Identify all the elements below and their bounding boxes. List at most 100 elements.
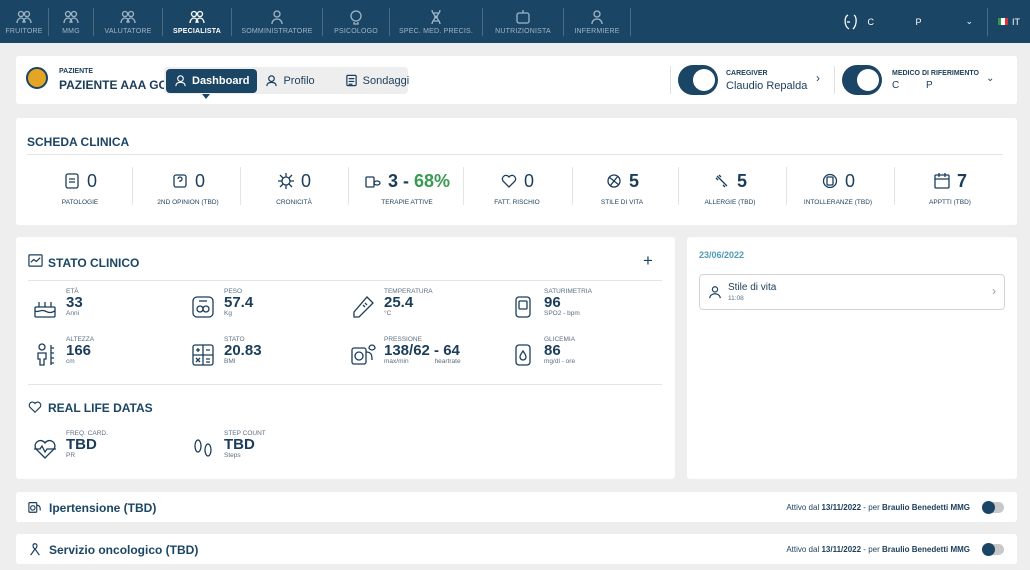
nav-divider [231,7,232,36]
virus-icon [277,173,294,189]
stat-intolleranze[interactable]: 0 INTOLLERANZE (TBD) [788,169,888,207]
metric-value: 25.4 [384,294,414,311]
real-life-title: REAL LIFE DATAS [48,401,153,415]
active-tab-caret-icon [202,93,210,99]
user-face-icon[interactable] [841,12,861,32]
stat-terapie-attive[interactable]: 3 - 68% TERAPIE ATTIVE [355,169,459,206]
metric-unit: max/min [384,358,409,365]
service-toggle[interactable] [982,501,1004,514]
service-name: Ipertensione (TBD) [49,501,157,515]
language-label[interactable]: IT [1012,16,1020,27]
stat-label: TERAPIE ATTIVE [381,199,433,206]
nav-item-fruitore[interactable]: FRUITORE [0,0,48,43]
patient-bar: PAZIENTE PAZIENTE AAA GOLD Dashboard Pro… [16,56,1017,104]
metric-label: ALTEZZA [66,336,95,343]
user-first-name[interactable]: C [867,16,874,27]
tab-dashboard[interactable]: Dashboard [166,68,258,99]
stat-cronicita[interactable]: 0 CRONICITÀ [244,169,344,207]
user-area: C P ⌄ IT [841,0,1030,43]
italy-flag-icon[interactable] [998,18,1008,25]
thermometer-icon [353,296,374,318]
service-toggle[interactable] [982,543,1004,556]
medico-label: MEDICO DI RIFERIMENTO [892,70,979,77]
stato-title: STATO CLINICO [48,256,140,270]
caregiver-name[interactable]: Claudio Repalda [726,80,808,92]
medico-chevron-icon[interactable]: ⌄ [986,73,995,84]
patient-tabs: Dashboard Profilo Sondaggi [164,67,409,99]
divider [572,167,573,205]
stat-value: 5 [736,170,747,191]
metric-unit: SPO2 - bpm [544,310,580,317]
nurse-icon [271,9,283,24]
service-row[interactable]: Ipertensione (TBD) Attivo dal 13/11/2022… [16,492,1017,522]
nav-item-nutrizionista[interactable]: NUTRIZIONISTA [483,0,563,43]
medico-first-name[interactable]: C [892,80,900,91]
divider [348,167,349,205]
nav-divider [162,7,163,36]
add-button[interactable]: + [643,251,653,270]
nav-divider [630,7,631,36]
nav-label: SOMMINISTRATORE [241,27,313,35]
metric-label: ETÀ [66,288,79,295]
metric-value: TBD [224,436,255,453]
user-menu-chevron-icon[interactable]: ⌄ [965,16,973,26]
metric-label: STEP COUNT [224,430,266,437]
stat-2nd-opinion[interactable]: 0 2ND OPINION (TBD) [138,169,238,207]
metric-unit: Kg [224,310,232,317]
stat-fatt-rischio[interactable]: 0 FATT. RISCHIO [467,169,567,207]
allergy-icon [715,174,728,188]
metric-value: 138/62 - 64 [384,342,460,359]
stat-allergie[interactable]: 5 ALLERGIE (TBD) [680,169,780,207]
doctors-icon [63,10,79,23]
metric-label: SATURIMETRIA [544,288,592,295]
nav-item-somministratore[interactable]: SOMMINISTRATORE [232,0,322,43]
metric-label: FREQ. CARD. [66,430,108,437]
metric-unit: Anni [66,310,80,317]
scale-icon [192,296,214,318]
stat-value: 0 [523,170,534,191]
doctor-avatar-icon [842,65,882,95]
tab-sondaggi[interactable]: Sondaggi [337,69,418,93]
divider [132,167,133,205]
nav-item-mmg[interactable]: MMG [49,0,93,43]
nav-label: SPECIALISTA [173,27,221,35]
nav-divider [48,7,49,36]
service-status-prefix: Attivo dal [786,545,822,554]
nav-divider [322,7,323,36]
blood-pressure-icon [351,344,376,365]
nav-item-psicologo[interactable]: PSICOLOGO [323,0,389,43]
nav-item-valutatore[interactable]: VALUTATORE [94,0,162,43]
nav-item-specialista[interactable]: SPECIALISTA [163,0,231,43]
caregiver-chevron-icon[interactable]: › [816,71,820,85]
tab-profilo[interactable]: Profilo [257,69,322,93]
nutrition-icon [516,9,530,24]
metric-glicemia: GLICEMIA 86 mg/dl - ore [510,336,575,368]
nav-label: PSICOLOGO [334,27,378,35]
stat-appuntamenti[interactable]: 7 APPTTI (TBD) [900,169,1000,207]
timeline-card [687,237,1017,479]
divider [678,167,679,205]
divider [834,66,835,94]
user-last-name[interactable]: P [915,16,922,27]
divider [27,154,1003,155]
tab-label: Sondaggi [362,74,410,87]
nav-item-infermiere[interactable]: INFERMIERE [564,0,630,43]
nav-item-spec-med-precis[interactable]: SPEC. MED. PRECIS. [390,0,482,43]
calculator-icon [192,344,214,366]
medico-last-name[interactable]: P [926,80,933,91]
timeline-item[interactable]: Stile di vita 11:08 › [699,274,1005,310]
nurse-icon [591,9,603,24]
metric-label: GLICEMIA [544,336,576,343]
stat-value: 5 [628,170,639,191]
dashboard-icon [175,75,186,87]
stat-label: FATT. RISCHIO [494,199,540,206]
divider [894,167,895,205]
stat-stile-di-vita[interactable]: 5 STILE DI VITA [572,169,672,207]
divider [28,280,662,281]
service-status: Attivo dal 13/11/2022 - per Braulio Bene… [786,545,970,554]
service-row[interactable]: Servizio oncologico (TBD) Attivo dal 13/… [16,534,1017,564]
metric-unit: mg/dl - ore [544,358,576,365]
stat-value-percent: 68% [413,170,451,191]
group-icon [16,10,32,23]
stat-patologie[interactable]: 0 PATOLOGIE [30,169,130,207]
